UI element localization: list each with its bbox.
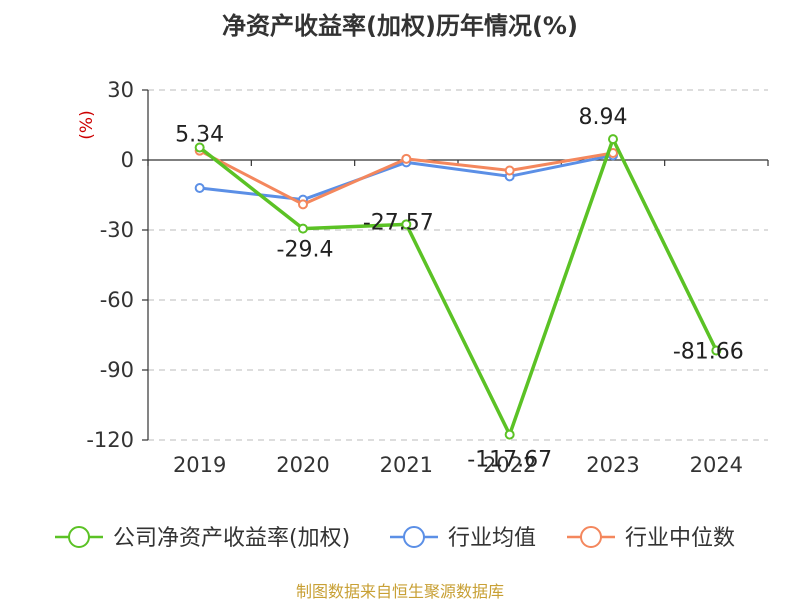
source-note: 制图数据来自恒生聚源数据库 bbox=[295, 582, 504, 601]
legend-marker[interactable] bbox=[403, 526, 425, 548]
data-label: -117.67 bbox=[467, 448, 552, 473]
data-label: -29.4 bbox=[277, 238, 334, 263]
legend-label[interactable]: 行业均值 bbox=[448, 526, 536, 551]
legend-label[interactable]: 公司净资产收益率(加权) bbox=[113, 526, 350, 551]
data-label: -81.66 bbox=[673, 340, 744, 365]
x-tick-label: 2020 bbox=[276, 453, 329, 477]
x-tick-label: 2019 bbox=[173, 453, 226, 477]
y-tick-label: -30 bbox=[100, 218, 134, 242]
series-group bbox=[194, 134, 722, 440]
grid-lines bbox=[148, 89, 768, 441]
data-label: 5.34 bbox=[175, 123, 224, 148]
y-tick-label: 30 bbox=[107, 78, 134, 102]
series-line bbox=[198, 137, 718, 437]
y-tick-label: -60 bbox=[100, 288, 134, 312]
data-point[interactable] bbox=[298, 223, 308, 234]
data-point[interactable] bbox=[504, 429, 515, 440]
data-point[interactable] bbox=[401, 219, 412, 230]
x-tick-label: 2023 bbox=[586, 453, 639, 477]
data-point[interactable] bbox=[401, 153, 412, 164]
data-point[interactable] bbox=[608, 134, 618, 145]
data-point[interactable] bbox=[194, 183, 205, 193]
legend: 公司净资产收益率(加权) 行业均值 行业中位数 bbox=[55, 526, 735, 551]
y-axis-unit-label: (%) bbox=[77, 110, 97, 139]
y-tick-labels: 30 0 -30 -60 -90 -120 bbox=[86, 78, 134, 452]
data-point[interactable] bbox=[504, 165, 515, 176]
legend-label[interactable]: 行业中位数 bbox=[625, 526, 735, 551]
y-tick-label: -120 bbox=[86, 428, 134, 452]
legend-marker[interactable] bbox=[68, 526, 90, 548]
x-tick-label: 2022 bbox=[483, 453, 536, 477]
data-label: -27.57 bbox=[363, 210, 434, 235]
x-tick-label: 2021 bbox=[380, 453, 433, 477]
axes bbox=[142, 89, 769, 441]
data-point[interactable] bbox=[711, 345, 722, 356]
data-point[interactable] bbox=[298, 199, 308, 210]
y-tick-label: 0 bbox=[121, 148, 134, 172]
data-label: 8.94 bbox=[579, 105, 628, 130]
x-tick-labels: 2019 2020 2021 2022 2023 2024 bbox=[173, 453, 743, 477]
x-tick-label: 2024 bbox=[690, 453, 743, 477]
chart-title: 净资产收益率(加权)历年情况(%) bbox=[222, 12, 578, 40]
data-labels: 5.34 -29.4 -27.57 -117.67 8.94 -81.66 bbox=[175, 105, 744, 472]
y-tick-label: -90 bbox=[100, 358, 134, 382]
legend-marker[interactable] bbox=[580, 526, 602, 548]
data-point[interactable] bbox=[194, 142, 205, 153]
